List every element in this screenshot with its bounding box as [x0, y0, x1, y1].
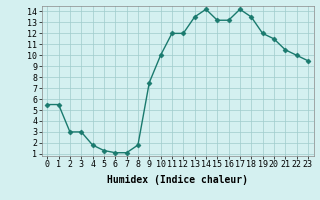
- X-axis label: Humidex (Indice chaleur): Humidex (Indice chaleur): [107, 175, 248, 185]
